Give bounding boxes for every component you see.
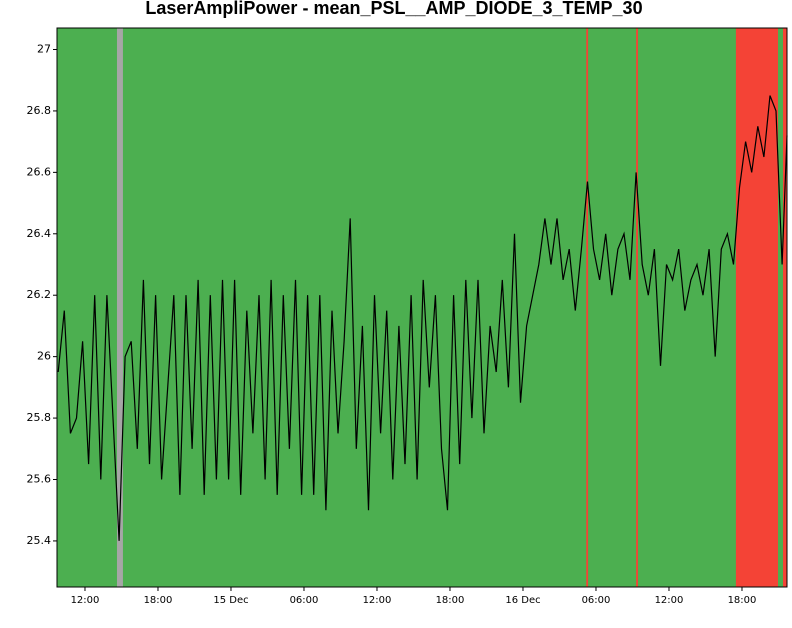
- data-line: [57, 95, 788, 541]
- chart-title: LaserAmpliPower - mean_PSL__AMP_DIODE_3_…: [145, 0, 642, 18]
- y-tick-label: 26: [37, 350, 51, 363]
- x-tick-label: 12:00: [363, 595, 392, 606]
- status-band: [782, 28, 787, 587]
- status-band: [116, 28, 123, 587]
- y-tick-label: 25.4: [27, 534, 52, 547]
- x-tick-label: 18:00: [728, 595, 757, 606]
- x-tick-label: 12:00: [71, 595, 100, 606]
- y-tick-label: 27: [37, 43, 51, 56]
- x-tick-label: 06:00: [290, 595, 319, 606]
- y-tick-label: 25.6: [27, 473, 52, 486]
- x-tick-label: 15 Dec: [213, 595, 248, 606]
- status-band: [735, 28, 778, 587]
- x-tick-label: 12:00: [655, 595, 684, 606]
- x-tick-label: 18:00: [144, 595, 173, 606]
- y-tick-label: 25.8: [27, 411, 52, 424]
- y-tick-label: 26.4: [27, 227, 52, 240]
- x-tick-label: 06:00: [582, 595, 611, 606]
- status-band: [636, 28, 638, 587]
- status-band: [586, 28, 589, 587]
- x-tick-label: 18:00: [436, 595, 465, 606]
- plot-border: [56, 27, 788, 588]
- y-tick-label: 26.8: [27, 104, 52, 117]
- y-tick-label: 26.2: [27, 288, 52, 301]
- y-tick-label: 26.6: [27, 165, 52, 178]
- x-tick-label: 16 Dec: [505, 595, 540, 606]
